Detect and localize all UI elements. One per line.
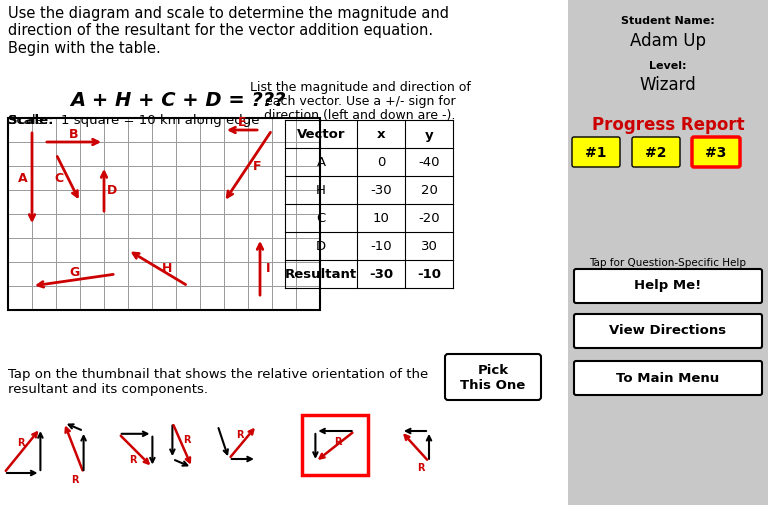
Text: C: C	[316, 212, 326, 225]
Text: -10: -10	[417, 268, 441, 281]
Text: -30: -30	[370, 184, 392, 197]
Text: R: R	[71, 474, 79, 484]
Text: H: H	[316, 184, 326, 197]
Text: A + H + C + D = ???: A + H + C + D = ???	[70, 91, 286, 110]
Text: Scale:   1 square = 10 km along edge: Scale: 1 square = 10 km along edge	[8, 114, 260, 127]
Text: F: F	[253, 160, 261, 173]
Text: Scale:: Scale:	[8, 114, 54, 127]
Text: Student Name:: Student Name:	[621, 16, 715, 26]
FancyBboxPatch shape	[692, 138, 740, 168]
Text: A: A	[316, 156, 326, 169]
Text: Use the diagram and scale to determine the magnitude and
direction of the result: Use the diagram and scale to determine t…	[8, 6, 449, 56]
Text: -20: -20	[419, 212, 440, 225]
Text: -30: -30	[369, 268, 393, 281]
Text: #1: #1	[585, 146, 607, 160]
Text: 0: 0	[377, 156, 386, 169]
Text: E: E	[238, 116, 247, 129]
FancyBboxPatch shape	[632, 138, 680, 168]
FancyBboxPatch shape	[574, 270, 762, 304]
Text: R: R	[334, 436, 342, 446]
Text: Tap for Question-Specific Help: Tap for Question-Specific Help	[590, 258, 746, 268]
Text: H: H	[162, 262, 172, 275]
Text: #3: #3	[705, 146, 727, 160]
FancyBboxPatch shape	[574, 315, 762, 348]
Text: Tap on the thumbnail that shows the relative orientation of the
resultant and it: Tap on the thumbnail that shows the rela…	[8, 367, 429, 395]
Text: #2: #2	[645, 146, 667, 160]
Text: Resultant: Resultant	[285, 268, 357, 281]
Text: Help Me!: Help Me!	[634, 279, 702, 292]
Text: Progress Report: Progress Report	[591, 116, 744, 134]
FancyBboxPatch shape	[445, 355, 541, 400]
Text: I: I	[266, 262, 270, 275]
Text: Vector: Vector	[296, 128, 346, 141]
Text: y: y	[425, 128, 433, 141]
Text: direction (left and down are -).: direction (left and down are -).	[264, 109, 455, 122]
Text: 30: 30	[421, 240, 438, 253]
FancyBboxPatch shape	[572, 138, 620, 168]
Text: -40: -40	[419, 156, 440, 169]
Text: View Directions: View Directions	[610, 324, 727, 337]
Text: R: R	[17, 437, 25, 447]
Text: Adam Up: Adam Up	[630, 32, 706, 50]
Text: Wizard: Wizard	[640, 76, 697, 94]
Bar	[8, 119, 320, 311]
FancyBboxPatch shape	[574, 361, 762, 395]
Text: R: R	[129, 454, 137, 464]
Text: B: B	[69, 127, 79, 140]
Text: List the magnitude and direction of: List the magnitude and direction of	[250, 81, 471, 94]
Text: -10: -10	[370, 240, 392, 253]
Text: R: R	[417, 463, 425, 473]
Text: each vector. Use a +/- sign for: each vector. Use a +/- sign for	[265, 95, 455, 108]
Text: Level:: Level:	[649, 61, 687, 71]
Text: x: x	[377, 128, 386, 141]
Text: R: R	[237, 429, 243, 439]
Text: R: R	[183, 434, 190, 444]
Text: 20: 20	[421, 184, 438, 197]
Text: D: D	[107, 184, 118, 197]
Text: C: C	[55, 172, 64, 185]
Text: A: A	[18, 172, 28, 185]
Text: G: G	[69, 266, 79, 279]
Text: Pick
This One: Pick This One	[460, 363, 525, 391]
Text: D: D	[316, 240, 326, 253]
Text: To Main Menu: To Main Menu	[617, 371, 720, 384]
Bar	[302, 415, 368, 475]
Text: 10: 10	[372, 212, 389, 225]
